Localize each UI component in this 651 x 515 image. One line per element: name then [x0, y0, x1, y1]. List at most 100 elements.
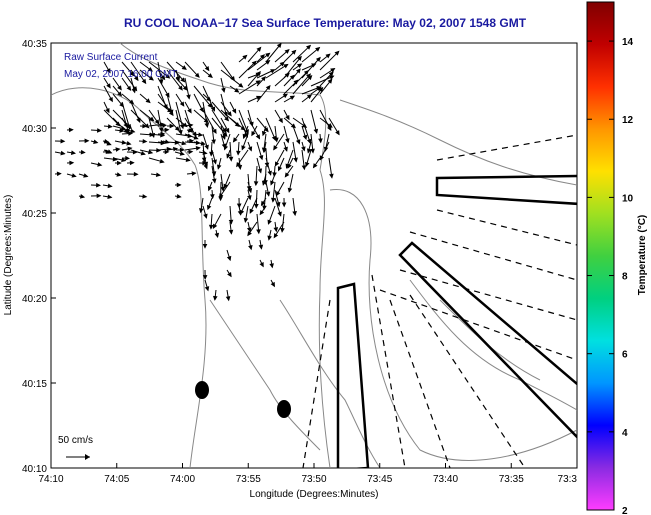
colorbar-tick-label: 12 [622, 115, 634, 126]
current-vector-head [96, 193, 102, 199]
current-vector-head [258, 155, 264, 161]
current-vector-head [218, 193, 224, 199]
current-vector-head [238, 82, 244, 88]
x-tick-label: 73:3 [558, 474, 578, 485]
current-vector-head [203, 213, 208, 219]
current-vector-head [164, 149, 170, 155]
current-vector-head [181, 140, 187, 146]
current-vector-head [273, 233, 279, 239]
current-vector-head [107, 183, 113, 189]
current-vector-head [261, 180, 267, 186]
current-vector [265, 64, 288, 79]
current-vector-head [239, 209, 245, 216]
coastline-contour [51, 87, 207, 468]
current-vector-head [96, 182, 101, 188]
current-vector-head [202, 275, 208, 280]
colorbar-tick-label: 8 [622, 272, 628, 283]
current-vector-head [106, 83, 111, 89]
current-vector-head [278, 117, 283, 124]
station-marker [277, 400, 291, 418]
current-vector-head [105, 107, 110, 114]
current-vector-head [198, 208, 204, 214]
current-vector-head [195, 146, 201, 151]
current-vector-head [328, 71, 334, 77]
current-vector-head [60, 138, 66, 144]
current-vector [121, 69, 137, 91]
current-vector-head [224, 127, 230, 134]
current-vector-head [191, 171, 197, 176]
y-axis-label: Latitude (Degrees:Minutes) [3, 195, 14, 316]
beam-outline-southeast [398, 241, 577, 439]
x-tick-label: 73:45 [367, 474, 392, 485]
y-tick-label: 40:35 [22, 39, 47, 50]
current-vector-head [160, 74, 166, 81]
current-vector-head [144, 123, 150, 129]
current-vector [121, 101, 131, 129]
current-vector-head [204, 65, 210, 72]
current-vector-head [265, 84, 271, 91]
current-vector-head [164, 127, 170, 133]
current-vector-head [204, 144, 209, 150]
current-vector-head [284, 172, 290, 178]
current-vector-head [257, 168, 263, 174]
current-vector-head [210, 106, 216, 112]
current-vector-head [261, 130, 267, 137]
channel-contour-west [318, 169, 331, 468]
current-vector-head [173, 146, 179, 152]
current-vector [301, 47, 320, 63]
current-vector-head [128, 131, 134, 136]
current-vector-head [208, 224, 214, 230]
current-vector-head [236, 150, 241, 156]
current-vector-head [176, 194, 182, 199]
current-vector-head [158, 79, 164, 85]
current-vector-head [70, 150, 77, 156]
current-vector-head [141, 78, 147, 85]
current-vector-head [126, 140, 132, 146]
current-vector-head [165, 73, 171, 79]
current-vector [220, 61, 235, 81]
current-vector-head [231, 108, 237, 114]
range-line [436, 134, 577, 161]
current-vector-head [241, 145, 246, 151]
current-vector-head [236, 203, 242, 209]
current-vector-head [297, 55, 302, 61]
current-vector [292, 45, 311, 63]
current-vector-head [93, 139, 99, 144]
current-vector-head [273, 227, 279, 233]
current-vector-head [261, 76, 267, 82]
current-vector-head [236, 161, 241, 168]
current-vector [130, 109, 150, 128]
current-vector-head [105, 149, 111, 155]
current-vector-head [119, 128, 125, 133]
current-vector-head [221, 87, 226, 93]
y-tick-label: 40:15 [22, 379, 47, 390]
range-line [389, 299, 451, 468]
current-vector-head [97, 162, 103, 167]
current-vector-head [204, 286, 210, 292]
current-vector-head [249, 208, 254, 214]
current-vector-head [117, 85, 122, 91]
current-vector-head [270, 69, 276, 74]
current-vector-head [281, 202, 287, 208]
colorbar-tick-label: 4 [622, 428, 628, 439]
current-vector-head [127, 146, 133, 152]
current-vector [211, 117, 228, 137]
current-vector [166, 61, 185, 83]
current-vector [319, 51, 340, 71]
current-vector-head [287, 163, 292, 169]
current-vector [265, 43, 282, 63]
current-vector-head [202, 243, 208, 249]
current-vector-head [131, 88, 137, 94]
current-vector-head [130, 128, 136, 134]
colorbar-ticks: 14 12 10 8 6 4 2 [587, 37, 634, 515]
current-vector-head [276, 43, 282, 49]
current-vector [130, 61, 147, 84]
map-frame [50, 42, 578, 469]
current-vector-head [255, 134, 261, 140]
current-vector-head [121, 125, 127, 131]
current-vector-head [133, 75, 139, 82]
current-vector-head [121, 140, 127, 145]
current-vector-head [280, 227, 285, 233]
current-vector [166, 69, 183, 91]
current-vector-head [83, 173, 89, 178]
